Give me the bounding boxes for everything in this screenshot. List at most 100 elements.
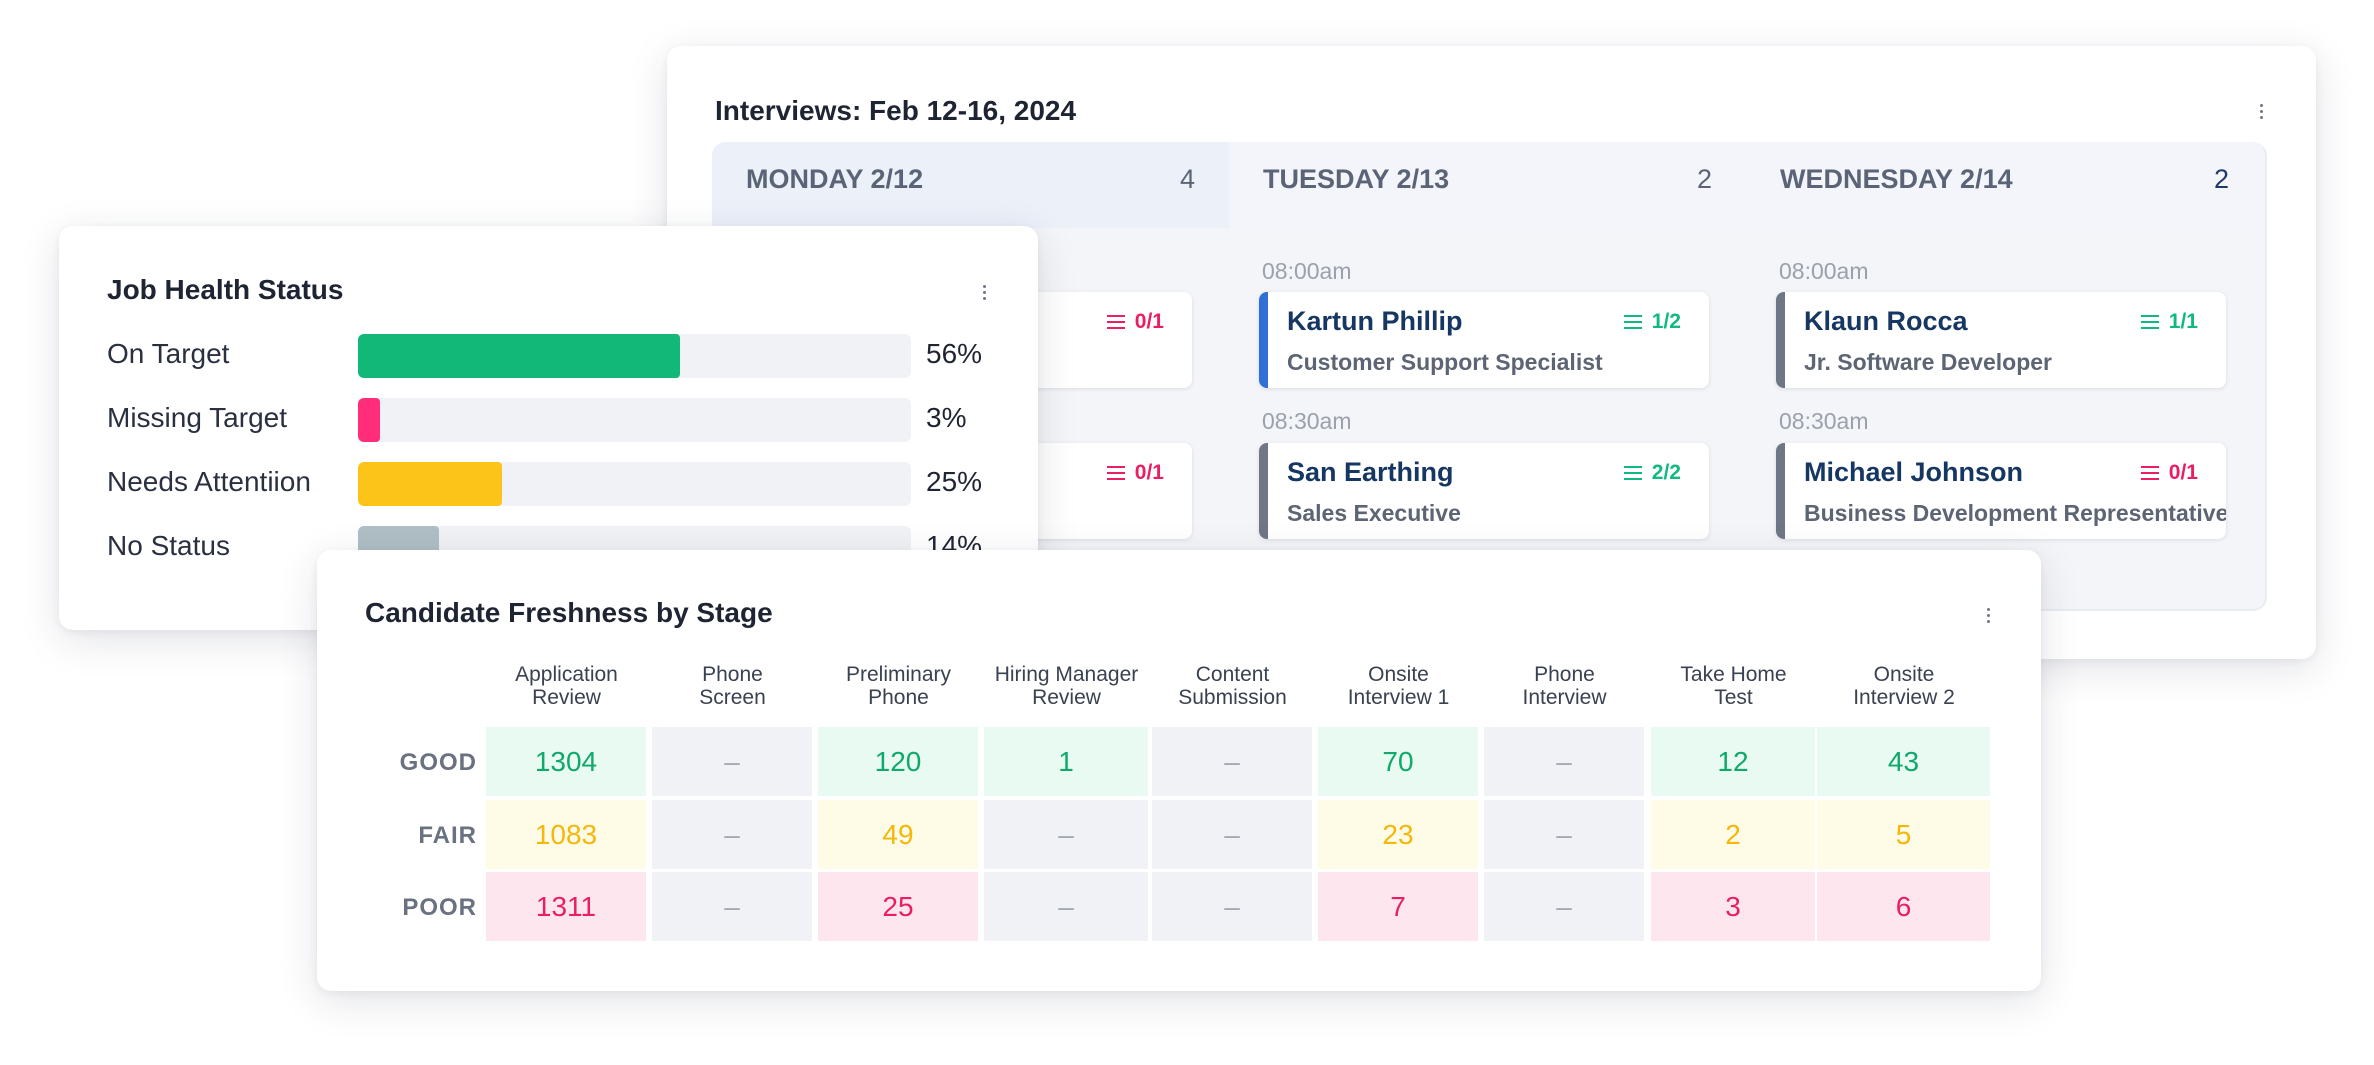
health-label: On Target [107, 338, 230, 369]
freshness-cell[interactable]: 1083 [486, 800, 646, 869]
stage-header-line: Take Home [1680, 663, 1787, 686]
stage-header-line: Application [515, 663, 618, 686]
stage-header: Take Home Test [1651, 663, 1816, 709]
score-badge: 0/1 [2140, 461, 2198, 485]
slot-time: 08:00am [1262, 258, 1352, 284]
freshness-cell[interactable]: 5 [1817, 800, 1990, 869]
candidate-name: San Earthing [1287, 457, 1454, 487]
freshness-cell[interactable]: – [1152, 800, 1312, 869]
freshness-more-icon[interactable] [1985, 608, 1991, 623]
stage-header: Content Submission [1150, 663, 1315, 709]
stage-header-line: Interview 1 [1347, 686, 1450, 709]
freshness-cell[interactable]: 7 [1318, 872, 1478, 941]
stage-header-line: Onsite [1368, 663, 1429, 686]
freshness-cell[interactable]: – [652, 872, 812, 941]
day-count: 2 [2213, 164, 2229, 194]
stage-header-line: Phone [1534, 663, 1595, 686]
event-bar [1776, 292, 1785, 388]
freshness-cell[interactable]: 120 [818, 727, 978, 796]
health-label: No Status [107, 530, 230, 561]
freshness-cell[interactable]: 6 [1817, 872, 1990, 941]
day-count: 4 [1179, 164, 1195, 194]
stage-header-line: Interview [1522, 686, 1607, 709]
freshness-cell[interactable]: – [652, 727, 812, 796]
health-label: Needs Attentiion [107, 466, 311, 497]
freshness-cell[interactable]: – [652, 800, 812, 869]
health-row: On Target 56% [107, 330, 1007, 380]
freshness-cell[interactable]: 1 [984, 727, 1148, 796]
freshness-cell[interactable]: 49 [818, 800, 978, 869]
slot-time: 08:00am [1779, 258, 1869, 284]
freshness-cell[interactable]: – [1484, 800, 1644, 869]
freshness-row-label: FAIR [418, 822, 477, 849]
stage-header-line: Test [1714, 686, 1753, 709]
health-bar-fill [358, 334, 680, 378]
freshness-cell[interactable]: 1311 [486, 872, 646, 941]
stage-header: Preliminary Phone [816, 663, 981, 709]
candidate-role: Jr. Software Developer [1804, 349, 2052, 375]
stage-header: Application Review [484, 663, 649, 709]
candidate-name: Klaun Rocca [1804, 306, 1968, 336]
score-badge: 0/1 [1106, 310, 1164, 334]
freshness-cell[interactable]: 23 [1318, 800, 1478, 869]
day-header: WEDNESDAY 2/14 2 [1746, 142, 2263, 228]
slot-time: 08:30am [1262, 408, 1352, 434]
candidate-name: Kartun Phillip [1287, 306, 1463, 336]
job-health-more-icon[interactable] [981, 285, 987, 300]
event-bar [1259, 292, 1268, 388]
freshness-cell[interactable]: 2 [1651, 800, 1815, 869]
candidate-name: Michael Johnson [1804, 457, 2024, 487]
freshness-cell[interactable]: 43 [1817, 727, 1990, 796]
freshness-cell[interactable]: 70 [1318, 727, 1478, 796]
stage-header-line: Interview 2 [1853, 686, 1955, 709]
freshness-row-label: POOR [402, 894, 477, 921]
day-column-tuesday: TUESDAY 2/13 2 08:00am Kartun Phillip Cu… [1229, 142, 1746, 611]
stage-header-line: Review [1032, 686, 1101, 709]
slot-time: 08:30am [1779, 408, 1869, 434]
day-name: MONDAY 2/12 [746, 164, 924, 194]
freshness-cell[interactable]: 12 [1651, 727, 1815, 796]
freshness-cell[interactable]: 3 [1651, 872, 1815, 941]
day-header: MONDAY 2/12 4 [712, 142, 1229, 228]
health-bar-track [358, 334, 911, 378]
health-percent: 25% [926, 466, 983, 497]
stage-header: Onsite Interview 2 [1822, 663, 1987, 709]
stage-header: Hiring Manager Review [984, 663, 1149, 709]
interview-event[interactable]: Klaun Rocca Jr. Software Developer 1/1 [1776, 292, 2226, 388]
freshness-cell[interactable]: – [1152, 872, 1312, 941]
health-bar-track [358, 398, 911, 442]
job-health-title: Job Health Status [107, 274, 344, 305]
day-column-wednesday: WEDNESDAY 2/14 2 08:00am Klaun Rocca Jr.… [1746, 142, 2263, 611]
stage-header-line: Review [532, 686, 601, 709]
freshness-title: Candidate Freshness by Stage [365, 597, 773, 628]
health-percent: 3% [926, 402, 967, 433]
health-bar-fill [358, 462, 502, 506]
freshness-cell[interactable]: 1304 [486, 727, 646, 796]
event-bar [1776, 443, 1785, 539]
freshness-cell[interactable]: – [984, 800, 1148, 869]
day-header: TUESDAY 2/13 2 [1229, 142, 1746, 228]
stage-header-line: Hiring Manager [994, 663, 1139, 686]
interview-event[interactable]: Michael Johnson Business Development Rep… [1776, 443, 2226, 539]
health-row: Needs Attentiion 25% [107, 458, 1007, 508]
stage-header-line: Phone [868, 686, 929, 709]
freshness-cell[interactable]: – [1484, 727, 1644, 796]
day-name: TUESDAY 2/13 [1263, 164, 1450, 194]
interview-event[interactable]: Kartun Phillip Customer Support Speciali… [1259, 292, 1709, 388]
freshness-cell[interactable]: 25 [818, 872, 978, 941]
candidate-role: Customer Support Specialist [1287, 349, 1603, 375]
score-badge: 1/2 [1623, 310, 1681, 334]
stage-header-line: Phone [702, 663, 763, 686]
freshness-cell[interactable]: – [984, 872, 1148, 941]
list-icon [2140, 315, 2159, 329]
interview-event[interactable]: San Earthing Sales Executive 2/2 [1259, 443, 1709, 539]
stage-header: Phone Interview [1482, 663, 1647, 709]
day-name: WEDNESDAY 2/14 [1780, 164, 2013, 194]
stage-header: Phone Screen [650, 663, 815, 709]
interviews-more-icon[interactable] [2258, 104, 2264, 119]
stage-header: Onsite Interview 1 [1316, 663, 1481, 709]
freshness-cell[interactable]: – [1152, 727, 1312, 796]
freshness-cell[interactable]: – [1484, 872, 1644, 941]
list-icon [1106, 466, 1125, 480]
health-bar-track [358, 462, 911, 506]
